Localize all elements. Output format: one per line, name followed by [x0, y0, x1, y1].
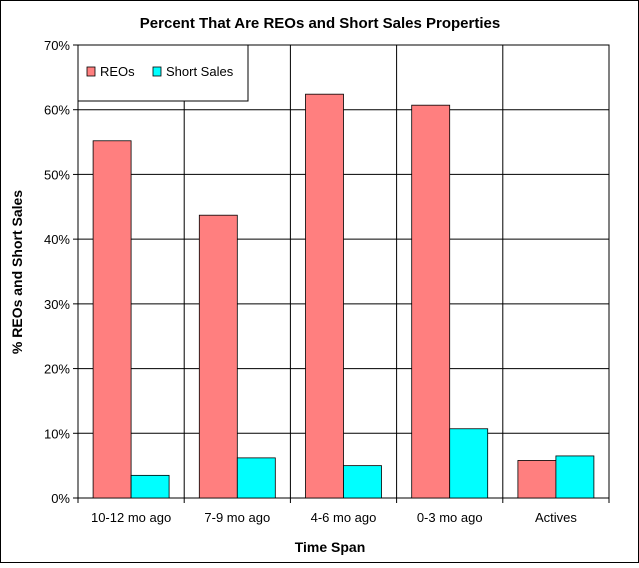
bar-reos — [198, 214, 238, 499]
y-tick-label: 10% — [44, 426, 70, 441]
x-tick-label: 7-9 mo ago — [204, 510, 270, 525]
legend: REOs Short Sales — [77, 44, 249, 102]
x-tick-label: 10-12 mo ago — [91, 510, 171, 525]
bar-short-sales — [555, 455, 595, 499]
y-tick-label: 40% — [44, 232, 70, 247]
bar-short-sales — [343, 465, 382, 499]
x-tick-label: 4-6 mo ago — [311, 510, 377, 525]
y-axis-title: % REOs and Short Sales — [9, 190, 25, 354]
x-tick-label: 0-3 mo ago — [417, 510, 483, 525]
bar-short-sales — [130, 474, 170, 499]
bars — [92, 93, 595, 499]
bar-reos — [92, 140, 132, 499]
y-tick-label: 50% — [44, 167, 70, 182]
legend-swatch-short-sales — [152, 66, 162, 77]
y-tick-label: 0% — [51, 491, 70, 506]
legend-label-reos: REOs — [100, 64, 135, 79]
bar-short-sales — [236, 457, 276, 499]
legend-box — [77, 44, 249, 102]
x-tick-label: Actives — [535, 510, 577, 525]
y-tick-label: 70% — [44, 38, 70, 53]
chart-title: Percent That Are REOs and Short Sales Pr… — [140, 15, 500, 32]
y-axis-ticks: 0% 10% 20% 30% 40% 50% 60% 70% — [44, 38, 78, 506]
y-tick-label: 20% — [44, 362, 70, 377]
y-tick-label: 30% — [44, 297, 70, 312]
bar-reos — [411, 104, 451, 499]
y-tick-label: 60% — [44, 103, 70, 118]
bar-reos — [305, 93, 344, 499]
legend-label-short-sales: Short Sales — [166, 64, 234, 79]
bar-short-sales — [449, 428, 489, 499]
legend-swatch-reos — [86, 66, 96, 77]
bar-reos — [517, 460, 557, 499]
x-axis-ticks: 10-12 mo ago 7-9 mo ago 4-6 mo ago 0-3 mo a… — [77, 498, 610, 525]
x-axis-title: Time Span — [295, 539, 366, 555]
